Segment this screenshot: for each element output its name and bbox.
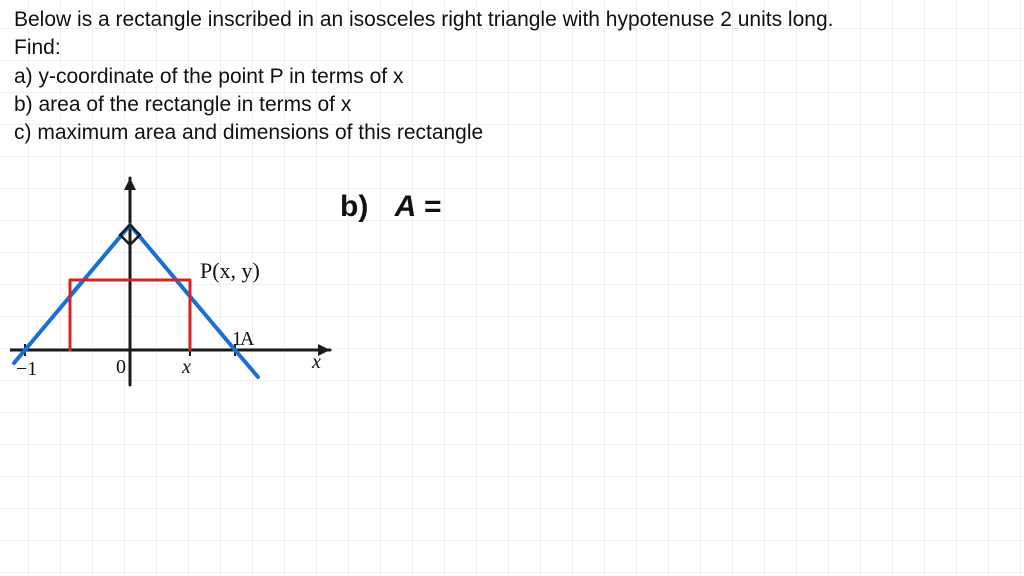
work-part-label: b)	[340, 190, 368, 224]
problem-intro: Below is a rectangle inscribed in an iso…	[14, 6, 1014, 34]
hash-mark-right	[176, 280, 188, 294]
label-neg1: −1	[16, 358, 37, 380]
label-x-axis: x	[311, 351, 321, 373]
problem-part-a: a) y-coordinate of the point P in terms …	[14, 63, 1014, 91]
problem-part-b: b) area of the rectangle in terms of x	[14, 91, 1014, 119]
label-origin: 0	[116, 356, 126, 378]
problem-part-c: c) maximum area and dimensions of this r…	[14, 119, 1014, 147]
y-axis-arrow	[124, 178, 136, 190]
page-root: Below is a rectangle inscribed in an iso…	[0, 0, 1024, 576]
diagram-container: −1 0 x 1	[10, 170, 340, 400]
work-equation: A =	[395, 190, 441, 223]
problem-find-label: Find:	[14, 34, 1014, 62]
label-x-at-rect: x	[181, 356, 191, 378]
triangle-ext-right	[235, 350, 258, 377]
hash-mark-left	[71, 280, 83, 294]
work-area: b) A =	[340, 190, 441, 224]
problem-statement: Below is a rectangle inscribed in an iso…	[14, 6, 1014, 148]
label-point-P: P(x, y)	[200, 258, 260, 283]
label-A-vertex: A	[240, 328, 255, 350]
diagram-svg: −1 0 x 1	[10, 170, 340, 400]
